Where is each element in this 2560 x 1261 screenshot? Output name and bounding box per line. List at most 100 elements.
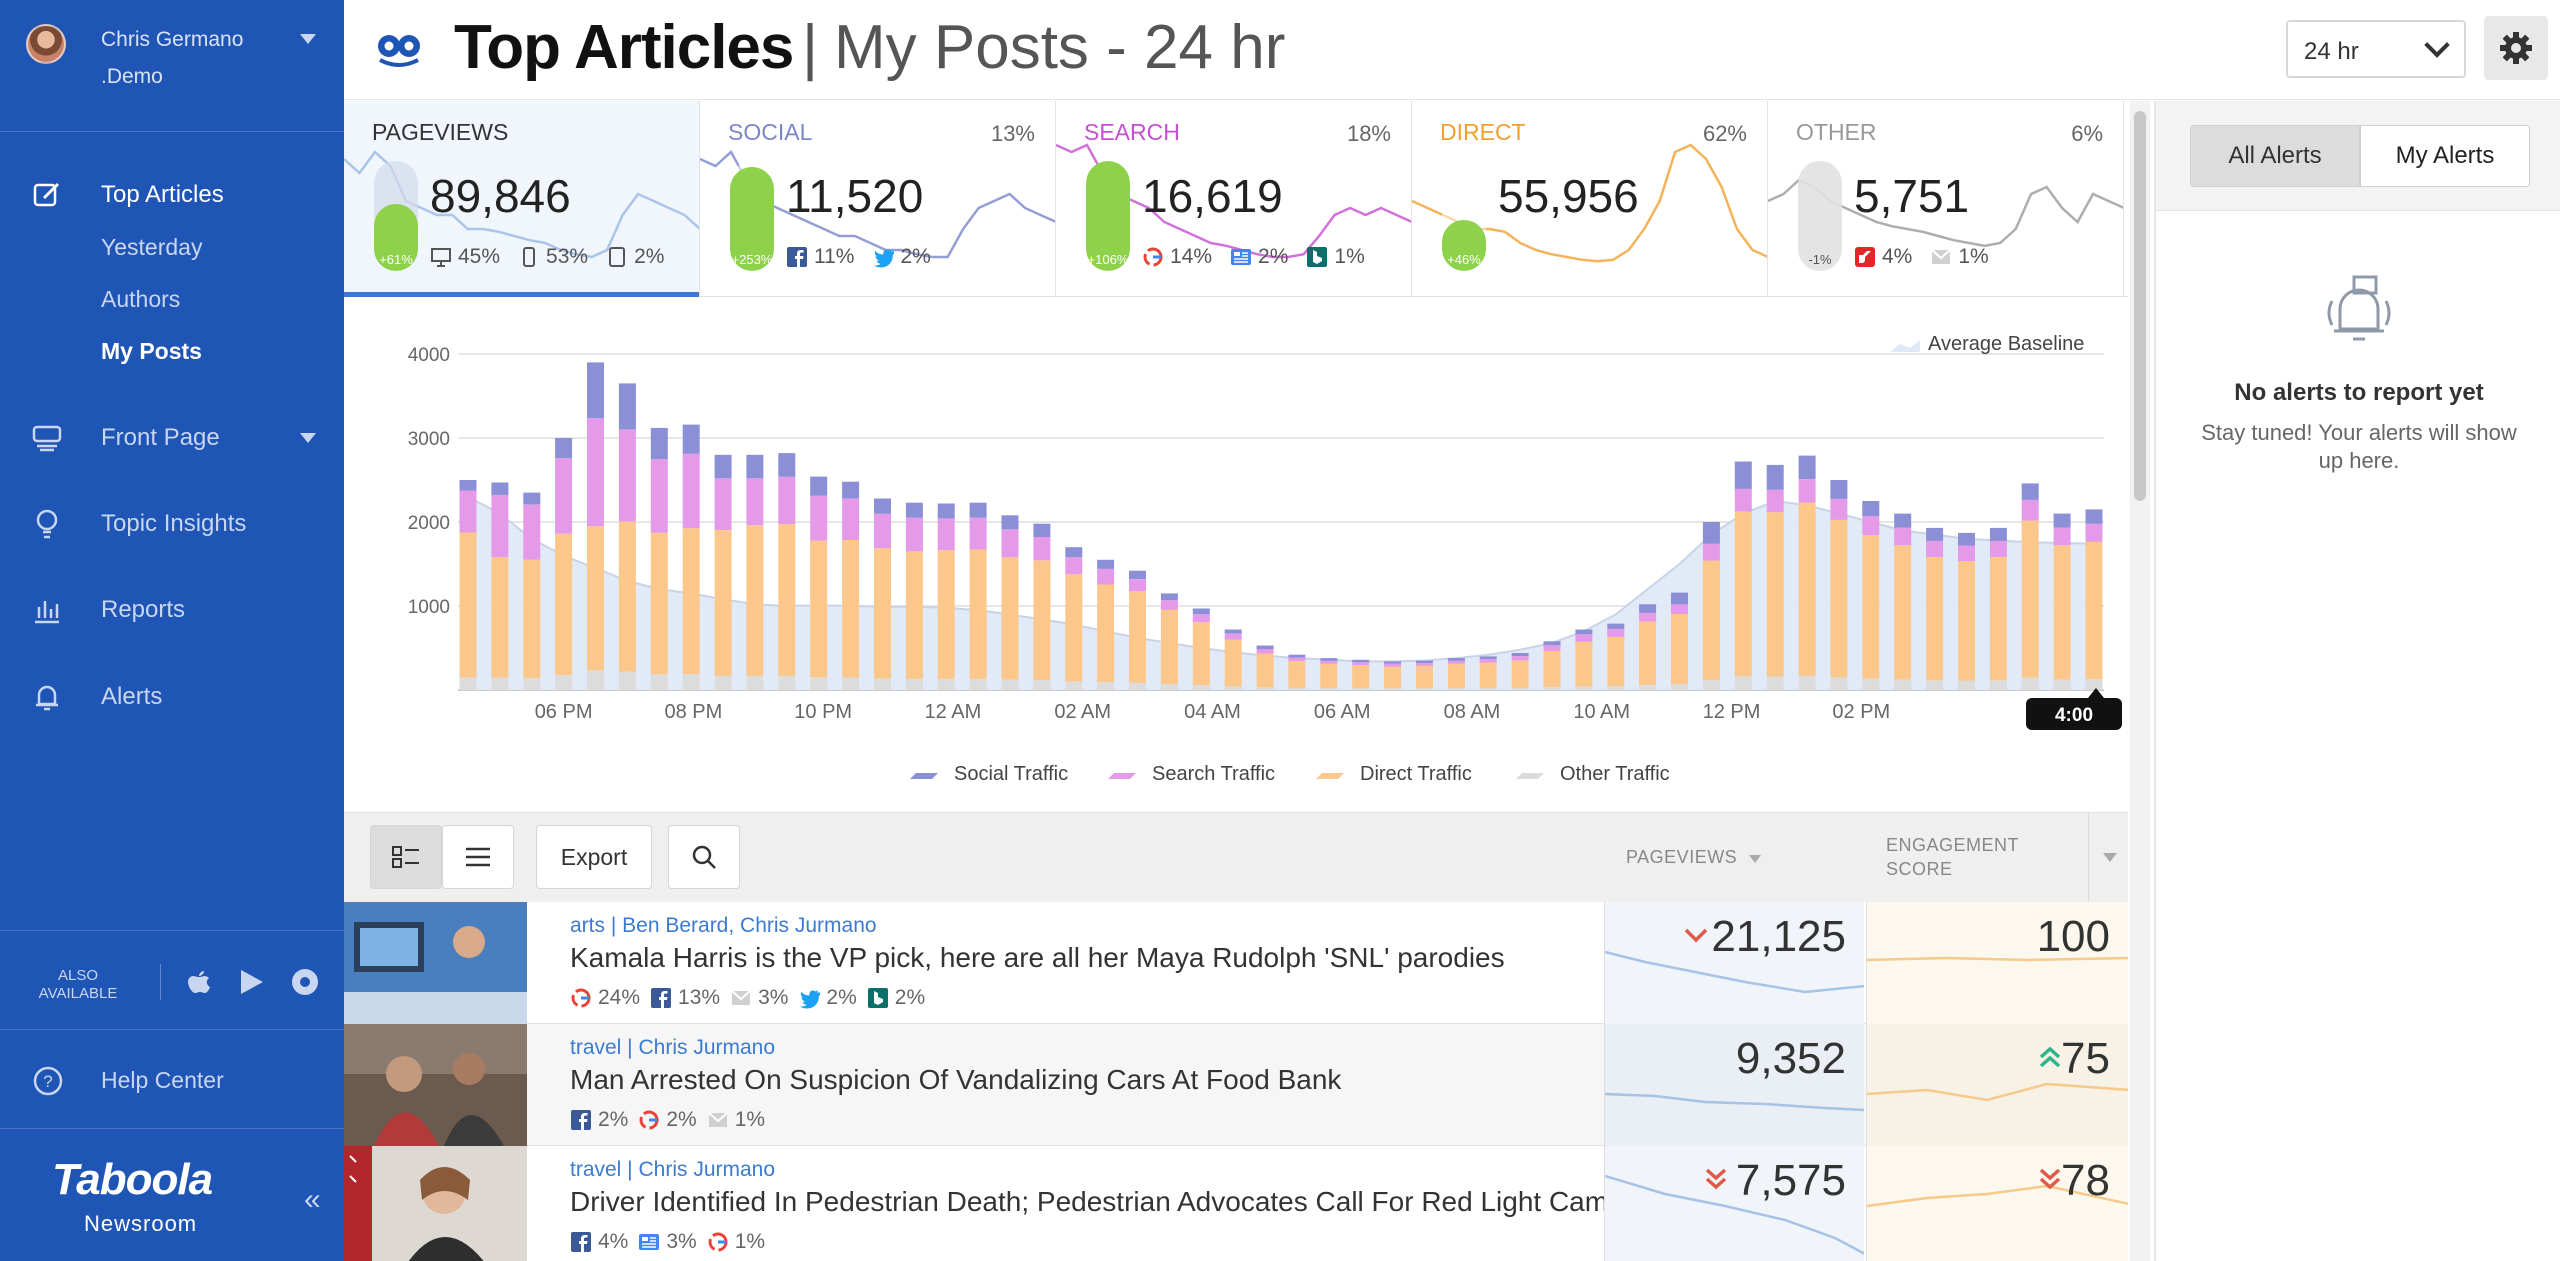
bar-social	[523, 492, 541, 505]
bar-direct	[1001, 557, 1019, 680]
help-center-label: Help Center	[101, 1067, 224, 1093]
column-menu[interactable]	[2088, 813, 2128, 903]
compact-view-button[interactable]	[442, 825, 514, 889]
nav-alerts[interactable]: Alerts	[0, 672, 344, 722]
nav-top-articles[interactable]: Top Articles	[0, 170, 344, 220]
bar-direct	[810, 540, 828, 678]
export-button[interactable]: Export	[536, 825, 652, 889]
x-tick-label: 10 PM	[794, 701, 852, 723]
article-meta[interactable]: arts | Ben Berard, Chris Jurmano	[570, 914, 877, 937]
scrollbar[interactable]	[2130, 101, 2150, 1261]
alert-bell-icon	[2327, 275, 2391, 341]
nav-sub-yesterday[interactable]: Yesterday	[101, 234, 203, 260]
google-play-icon[interactable]	[236, 967, 266, 997]
article-thumbnail[interactable]	[344, 1146, 527, 1261]
bar-search	[1065, 557, 1083, 575]
alerts-empty-title: No alerts to report yet	[2234, 379, 2484, 406]
source-value: 4%	[1882, 245, 1913, 268]
bar-search	[1639, 612, 1657, 622]
bar-other	[937, 678, 955, 690]
article-meta[interactable]: travel | Chris Jurmano	[570, 1158, 776, 1181]
scrollbar-thumb[interactable]	[2134, 111, 2146, 501]
bar-social	[1798, 455, 1816, 479]
x-tick-label: 02 AM	[1054, 701, 1111, 723]
article-sources: 2% 2% 1%	[570, 1108, 775, 1132]
y-tick-label: 2000	[408, 513, 450, 534]
source-value: 13%	[678, 986, 721, 1009]
pageviews-column-label: PAGEVIEWS	[1626, 847, 1738, 867]
article-thumbnail[interactable]	[344, 1024, 527, 1146]
article-thumbnail[interactable]	[344, 902, 527, 1024]
tab-all-alerts[interactable]: All Alerts	[2190, 125, 2360, 187]
bar-search	[1288, 657, 1306, 661]
nav-top-articles-label: Top Articles	[101, 181, 224, 208]
bar-other	[650, 674, 668, 690]
header: Top Articles | My Posts - 24 hr 24 hr	[344, 0, 2560, 100]
bar-social	[2085, 509, 2103, 524]
caret-down-icon[interactable]	[300, 34, 316, 44]
tab-my-alerts[interactable]: My Alerts	[2360, 125, 2530, 187]
apple-icon[interactable]	[184, 967, 214, 997]
y-tick-label: 3000	[408, 429, 450, 450]
table-row[interactable]: arts | Ben Berard, Chris Jurmano Kamala …	[344, 902, 2128, 1024]
divider	[160, 964, 161, 1000]
bar-social	[1734, 461, 1752, 489]
engagement-column-header[interactable]: ENGAGEMENT SCORE	[1886, 835, 2019, 879]
table-row[interactable]: travel | Chris Jurmano Driver Identified…	[344, 1146, 2128, 1261]
bar-direct	[1575, 641, 1593, 687]
bar-other	[1894, 679, 1912, 690]
bar-social	[905, 502, 923, 518]
help-center[interactable]: ? Help Center	[0, 1055, 344, 1105]
user-menu[interactable]: Chris Germano .Demo	[0, 0, 344, 132]
stat-card-social[interactable]: SOCIAL 13% +253% 11,520 11% 2%	[700, 101, 1056, 297]
bar-search	[1511, 656, 1529, 661]
trend-double-down-icon	[2035, 1164, 2065, 1194]
source-item: 14%	[1142, 245, 1212, 269]
bar-other	[555, 674, 573, 690]
bar-social	[1926, 527, 1944, 541]
bar-direct	[1511, 660, 1529, 688]
source-item: 13%	[650, 986, 720, 1010]
nav-reports[interactable]: Reports	[0, 585, 344, 635]
settings-button[interactable]	[2484, 16, 2548, 80]
bar-social	[842, 481, 860, 499]
bar-other	[1416, 688, 1433, 690]
bar-direct	[2021, 520, 2039, 678]
stat-card-pageviews[interactable]: PAGEVIEWS +61% 89,846 45% 53% 2%	[344, 101, 700, 297]
bar-other	[2053, 679, 2071, 690]
nav-sub-my-posts[interactable]: My Posts	[101, 338, 202, 364]
bar-social	[1989, 527, 2007, 541]
legend-label-search: Search Traffic	[1152, 763, 1275, 785]
nav-topic-insights[interactable]: Topic Insights	[0, 499, 344, 549]
bar-social	[810, 476, 828, 496]
bar-other	[2021, 677, 2039, 690]
x-tick-label: 02 PM	[1832, 701, 1890, 723]
time-range-select[interactable]: 24 hr	[2286, 20, 2466, 78]
bar-search	[1766, 489, 1784, 513]
bar-search	[714, 478, 732, 530]
source-value: 53%	[546, 245, 589, 268]
bar-other	[1607, 686, 1625, 690]
detail-view-button[interactable]	[370, 825, 442, 889]
bar-social	[1129, 570, 1146, 579]
article-meta[interactable]: travel | Chris Jurmano	[570, 1036, 776, 1059]
pageviews-value: 21,125	[1711, 912, 1846, 961]
google-icon	[707, 1231, 729, 1253]
stat-card-search[interactable]: SEARCH 18% +106% 16,619 14% 2% 1%	[1056, 101, 1412, 297]
search-button[interactable]	[668, 825, 740, 889]
bar-social	[618, 383, 636, 430]
pageviews-column-header[interactable]: PAGEVIEWS	[1626, 847, 1761, 868]
chrome-icon[interactable]	[290, 967, 320, 997]
source-value: 3%	[758, 986, 789, 1009]
table-row[interactable]: travel | Chris Jurmano Man Arrested On S…	[344, 1024, 2128, 1146]
nav-sub-authors[interactable]: Authors	[101, 286, 181, 312]
collapse-sidebar-icon[interactable]: «	[304, 1183, 321, 1216]
bar-search	[1256, 649, 1274, 654]
stat-card-other[interactable]: OTHER 6% -1% 5,751 4% 1%	[1768, 101, 2124, 297]
nav-front-page[interactable]: Front Page	[0, 413, 344, 463]
bar-other	[1447, 688, 1465, 690]
stat-card-title: DIRECT	[1440, 119, 1526, 145]
stat-card-direct[interactable]: DIRECT 62% +46% 55,956	[1412, 101, 1768, 297]
legend-label-social: Social Traffic	[954, 763, 1068, 785]
articles-toolbar: Export PAGEVIEWS ENGAGEMENT SCORE	[344, 812, 2128, 903]
